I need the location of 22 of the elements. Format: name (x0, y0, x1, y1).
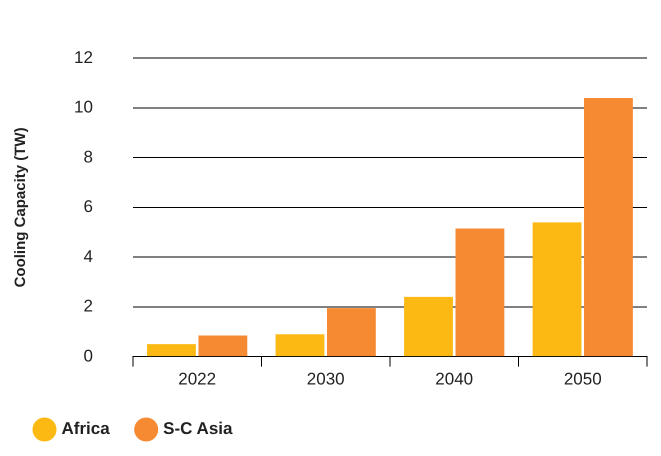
bar (198, 335, 248, 356)
bar (584, 98, 633, 356)
y-tick-label: 8 (83, 147, 93, 166)
bar (326, 308, 376, 356)
x-tick-label: 2050 (564, 369, 602, 388)
x-tick-label: 2040 (435, 369, 474, 388)
y-tick-label: 10 (74, 98, 93, 117)
y-tick-label: 2 (83, 296, 93, 316)
legend-label: S-C Asia (163, 419, 234, 438)
bar (147, 344, 196, 356)
y-tick-label: 6 (83, 197, 93, 216)
y-tick-label: 12 (74, 48, 93, 67)
bar (532, 222, 582, 356)
bar (404, 296, 453, 356)
bar (276, 334, 324, 356)
bar (456, 228, 504, 356)
y-axis-title: Cooling Capacity (TW) (12, 127, 30, 288)
x-tick-label: 2022 (178, 369, 216, 388)
legend-label: Africa (62, 419, 110, 438)
x-tick-label: 2030 (306, 369, 345, 388)
y-tick-label: 4 (83, 246, 93, 266)
y-tick-label: 0 (83, 346, 93, 366)
